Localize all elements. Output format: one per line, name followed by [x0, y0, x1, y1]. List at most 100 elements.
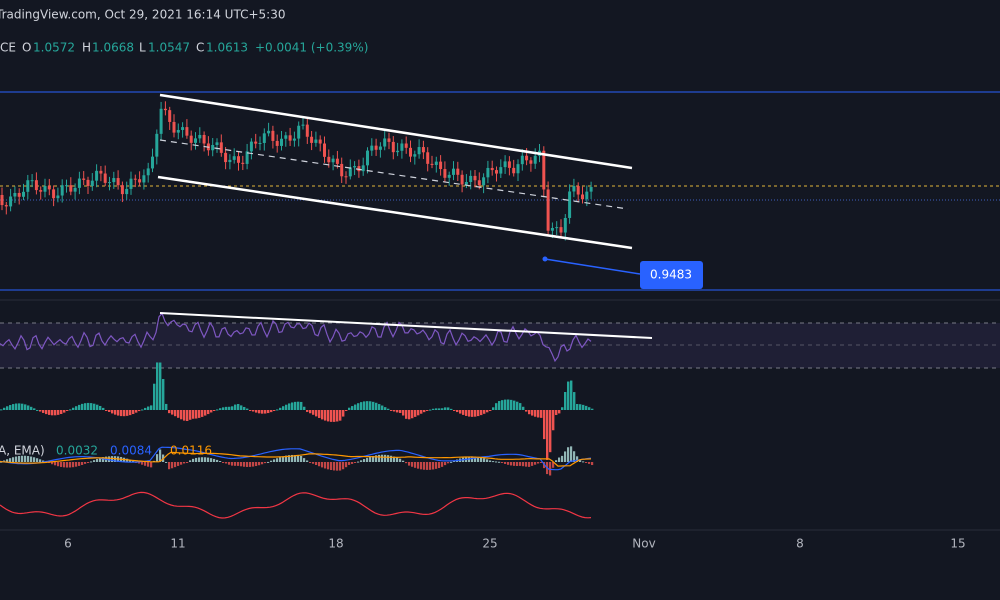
candle-body	[563, 217, 567, 233]
candle-body	[525, 155, 529, 161]
histogram-bar	[228, 406, 231, 410]
histogram-bar	[186, 410, 189, 422]
histogram-bar	[261, 410, 264, 414]
histogram-bar	[66, 410, 69, 411]
histogram-bar	[318, 410, 321, 418]
histogram-bar	[111, 410, 114, 414]
candle-body	[370, 145, 374, 151]
candle-body	[198, 134, 202, 139]
histogram-bar	[267, 410, 270, 414]
candle-body	[503, 161, 507, 168]
histogram-bar	[99, 405, 102, 410]
histogram-bar	[129, 410, 132, 416]
candle-body	[163, 108, 167, 111]
macd-bar	[30, 456, 33, 462]
macd-bar	[216, 459, 219, 462]
macd-bar	[336, 462, 339, 471]
candle-body	[469, 175, 473, 183]
candle-body	[490, 167, 494, 171]
candle-body	[529, 160, 533, 164]
candle-body	[374, 145, 378, 150]
macd-bar	[396, 457, 399, 462]
macd-bar	[300, 455, 303, 462]
macd-bar	[93, 460, 96, 462]
candle-body	[576, 186, 580, 195]
macd-bar	[57, 462, 60, 467]
histogram-bar	[534, 410, 537, 417]
histogram-bar	[168, 410, 171, 414]
histogram-bar	[339, 410, 342, 421]
candle-body	[512, 167, 516, 174]
macd-bar	[231, 462, 234, 466]
macd-bar	[21, 455, 24, 462]
macd-bar	[201, 457, 204, 462]
macd-bar	[345, 462, 348, 468]
histogram-bar	[222, 407, 225, 410]
candle-body	[460, 174, 464, 185]
histogram-bar	[264, 410, 267, 414]
histogram-bar	[375, 402, 378, 410]
candle-body	[245, 151, 249, 164]
macd-bar	[411, 462, 414, 467]
macd-bar	[51, 462, 54, 465]
histogram-bar	[285, 404, 288, 410]
histogram-bar	[84, 403, 87, 410]
histogram-bar	[540, 410, 543, 418]
histogram-bar	[195, 410, 198, 419]
macd-bar	[72, 462, 75, 468]
histogram-bar	[342, 410, 345, 417]
candle-body	[202, 134, 206, 144]
histogram-bar	[192, 410, 195, 419]
candle-body	[73, 187, 77, 192]
candle-body	[464, 182, 468, 185]
candle-body	[284, 135, 288, 139]
macd-bar	[555, 460, 558, 462]
candle-body	[387, 138, 391, 142]
histogram-bar	[162, 379, 165, 410]
macd-bar	[279, 457, 282, 462]
candle-body	[404, 143, 408, 148]
macd-bar	[183, 462, 186, 464]
histogram-bar	[42, 410, 45, 413]
macd-bar	[441, 462, 444, 467]
candle-body	[421, 147, 425, 153]
histogram-bar	[9, 405, 12, 410]
histogram-bar	[30, 406, 33, 410]
candle-body	[542, 150, 546, 190]
macd-bar	[516, 462, 519, 466]
candle-body	[82, 178, 86, 180]
histogram-bar	[213, 410, 216, 411]
histogram-bar	[420, 410, 423, 414]
channel-bottom	[157, 175, 633, 250]
candle-body	[443, 169, 447, 178]
candle-body	[314, 139, 318, 143]
macd-bar	[297, 455, 300, 462]
candle-body	[340, 163, 344, 177]
macd-bar	[423, 462, 426, 470]
candle-body	[224, 152, 228, 163]
low-label: L	[139, 41, 146, 55]
histogram-bar	[417, 410, 420, 416]
candle-body	[297, 125, 301, 139]
candle-body	[348, 167, 352, 177]
candle-body	[146, 168, 150, 176]
macd-bar	[204, 457, 207, 462]
histogram-bar	[366, 401, 369, 410]
histogram-bar	[51, 410, 54, 416]
histogram-bar	[468, 410, 471, 417]
macd-bar	[486, 459, 489, 462]
candle-body	[108, 182, 111, 184]
macd-bar	[312, 462, 315, 464]
histogram-bar	[309, 410, 312, 414]
histogram-bar	[555, 410, 558, 416]
candle-body	[215, 142, 219, 146]
ohlc-legend: CE O 1.0572 H 1.0668 L 1.0547 C 1.0613 +…	[0, 41, 368, 55]
histogram-bar	[201, 410, 204, 417]
histogram-bar	[153, 383, 156, 410]
macd-bar	[108, 456, 111, 462]
candle-body	[585, 191, 589, 200]
histogram-bar	[552, 410, 555, 431]
histogram-bar	[3, 407, 6, 410]
histogram-bar	[357, 403, 360, 410]
macd-bar	[165, 461, 168, 463]
